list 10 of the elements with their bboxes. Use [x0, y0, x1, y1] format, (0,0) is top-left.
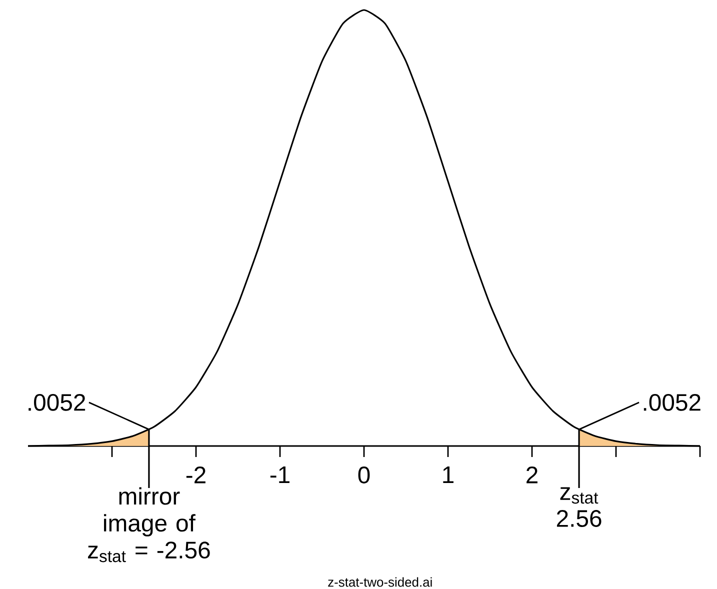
ref-line-label: z$_{stat}$ 2.56: [556, 487, 602, 527]
x-tick-label: -2: [186, 466, 206, 484]
annotation: .0052: [644, 394, 700, 411]
ref-line-label: mirror image of z$_{stat}$ = -2.56: [88, 487, 210, 562]
x-tick-label: -1: [270, 466, 290, 483]
annotation: .0052: [28, 394, 86, 411]
x-tick-label: 2: [526, 466, 538, 484]
x-tick-label: 0: [358, 466, 370, 484]
x-tick-label: 1: [443, 466, 454, 483]
text: z-stat-two-sided.ai: [328, 577, 432, 587]
